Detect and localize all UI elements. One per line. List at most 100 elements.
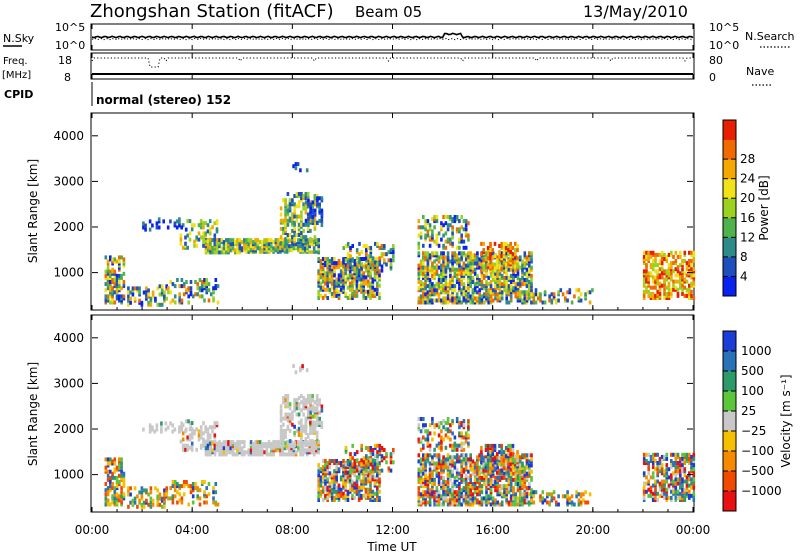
range-cell <box>681 457 684 461</box>
range-cell <box>147 288 150 292</box>
range-cell <box>433 482 436 486</box>
range-cell <box>564 494 567 498</box>
range-cell <box>418 453 421 457</box>
range-cell <box>492 274 495 278</box>
range-cell <box>252 442 255 446</box>
range-cell <box>329 267 332 271</box>
range-cell <box>290 452 293 456</box>
range-cell <box>424 255 427 259</box>
range-cell <box>528 482 531 486</box>
range-cell <box>535 292 538 296</box>
range-tick-label: 3000 <box>53 174 84 188</box>
range-cell <box>517 272 520 276</box>
range-cell <box>433 448 436 452</box>
range-cell <box>324 494 327 498</box>
range-cell <box>447 301 450 305</box>
range-cell <box>129 501 132 505</box>
range-cell <box>427 438 430 442</box>
range-cell <box>447 255 450 259</box>
range-cell <box>181 284 184 288</box>
range-cell <box>200 444 203 448</box>
range-cell <box>186 219 189 223</box>
range-cell <box>302 413 305 417</box>
range-cell <box>438 433 441 437</box>
range-cell <box>211 448 214 452</box>
range-cell <box>138 299 141 303</box>
range-cell <box>463 453 466 457</box>
range-cell <box>138 499 141 503</box>
range-cell <box>480 263 483 267</box>
range-cell <box>418 486 421 490</box>
range-cell <box>390 258 393 262</box>
range-cell <box>298 433 301 437</box>
range-cell <box>169 290 172 294</box>
range-cell <box>316 417 319 421</box>
range-cell <box>191 436 194 440</box>
range-cell <box>105 457 108 461</box>
range-cell <box>481 276 484 280</box>
range-cell <box>454 288 457 292</box>
range-cell <box>652 267 655 271</box>
range-cell <box>530 282 533 286</box>
range-cell <box>539 494 542 498</box>
range-cell <box>690 290 693 294</box>
range-cell <box>438 490 441 494</box>
range-cell <box>284 208 287 212</box>
range-cell <box>134 501 137 505</box>
range-cell <box>141 301 144 305</box>
range-cell <box>526 268 529 272</box>
range-cell <box>302 202 305 206</box>
range-cell <box>652 475 655 479</box>
range-cell <box>512 252 515 256</box>
range-cell <box>492 288 495 292</box>
range-cell <box>451 419 454 423</box>
range-cell <box>668 484 671 488</box>
range-cell <box>266 238 269 242</box>
range-cell <box>280 219 283 223</box>
range-cell <box>451 431 454 435</box>
range-cell <box>482 456 485 460</box>
range-cell <box>496 471 499 475</box>
range-cell <box>456 448 459 452</box>
range-cell <box>666 453 669 457</box>
range-cell <box>447 453 450 457</box>
range-cell <box>150 486 153 490</box>
range-cell <box>159 497 162 501</box>
range-cell <box>675 486 678 490</box>
range-cell <box>287 425 290 429</box>
range-cell <box>211 225 214 229</box>
range-cell <box>451 503 454 507</box>
range-cell <box>530 453 533 457</box>
range-cell <box>312 405 315 409</box>
range-cell <box>195 427 198 431</box>
range-cell <box>652 484 655 488</box>
range-cell <box>505 284 508 288</box>
range-cell <box>542 496 545 500</box>
range-cell <box>521 484 524 488</box>
range-cell <box>526 296 529 300</box>
range-cell <box>241 446 244 450</box>
range-cell <box>305 223 308 227</box>
range-cell <box>381 269 384 273</box>
range-cell <box>289 217 292 221</box>
range-cell <box>374 475 377 479</box>
range-cell <box>501 484 504 488</box>
range-cell <box>442 215 445 219</box>
range-cell <box>314 194 317 198</box>
range-cell <box>349 471 352 475</box>
range-cell <box>427 457 430 461</box>
range-cell <box>489 242 492 246</box>
range-cell <box>165 297 168 301</box>
range-cell <box>295 450 298 454</box>
range-cell <box>216 227 219 231</box>
range-cell <box>123 294 126 298</box>
range-cell <box>114 462 117 466</box>
range-cell <box>105 488 108 492</box>
range-cell <box>172 480 175 484</box>
range-cell <box>216 446 219 450</box>
range-cell <box>575 494 578 498</box>
range-cell <box>512 444 515 448</box>
range-cell <box>526 453 529 457</box>
range-cell <box>440 429 443 433</box>
range-cell <box>261 442 264 446</box>
